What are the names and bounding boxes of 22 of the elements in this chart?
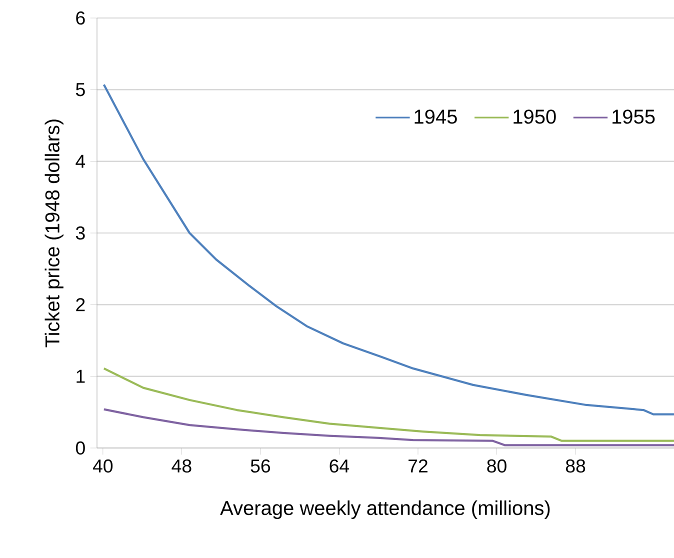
- y-tick-label: 5: [76, 83, 85, 96]
- y-tick-label: 0: [76, 441, 85, 455]
- x-tick-label: 72: [408, 459, 428, 472]
- x-tick-label: 48: [172, 459, 192, 473]
- x-tick-label: 40: [92, 459, 113, 473]
- legend-label: 1955: [612, 110, 655, 124]
- x-tick-label: 64: [330, 459, 350, 473]
- x-axis-title: Average weekly attendance (millions): [220, 500, 550, 520]
- x-tick-label: 88: [566, 459, 586, 473]
- line-series: [102, 367, 674, 442]
- y-tick-label: 4: [76, 154, 86, 168]
- x-tick-label: 56: [250, 459, 270, 473]
- y-axis-title: Ticket price (1948 dollars): [44, 120, 64, 348]
- y-tick-label: 2: [76, 298, 85, 312]
- y-tick-label: 6: [76, 11, 85, 25]
- legend-label: 1945: [414, 110, 457, 124]
- x-tick-label: 80: [487, 459, 506, 473]
- line-series: [102, 408, 674, 446]
- y-tick-label: 1: [76, 370, 85, 383]
- legend-label: 1950: [514, 110, 556, 124]
- line-series: [102, 84, 674, 416]
- y-tick-label: 3: [76, 226, 85, 240]
